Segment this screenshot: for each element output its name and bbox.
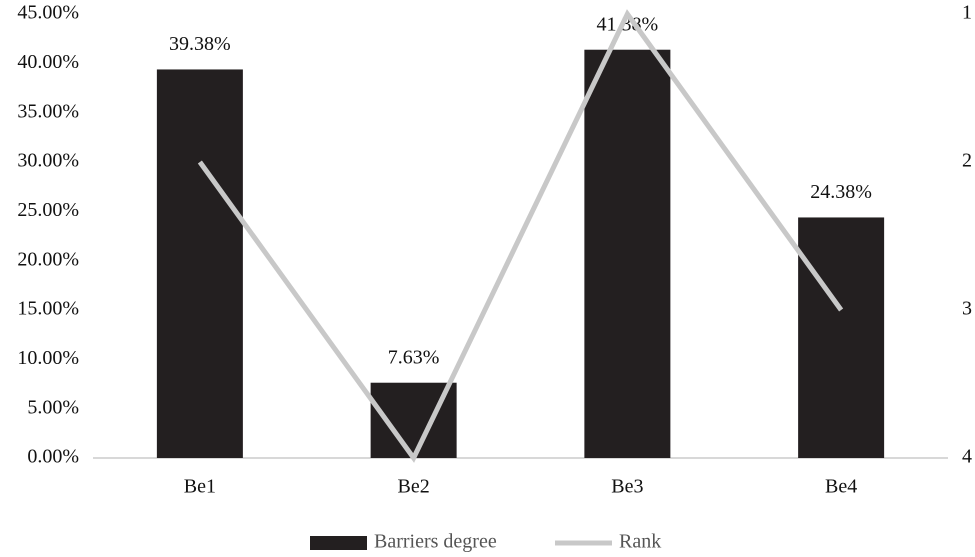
y2-tick-label: 3: [962, 298, 972, 320]
x-tick-label: Be1: [184, 476, 216, 498]
x-tick-label: Be4: [825, 476, 857, 498]
y-tick-label: 5.00%: [27, 396, 79, 418]
value-label: 41.38%: [597, 13, 659, 35]
line: [197, 9, 844, 463]
y-tick-label: 15.00%: [17, 298, 79, 320]
y-tick-label: 35.00%: [17, 100, 79, 122]
x-tick-label: Be2: [398, 476, 430, 498]
y-tick-label: 30.00%: [17, 150, 79, 172]
legend-label: Barriers degree: [374, 531, 497, 553]
bar: [798, 217, 885, 458]
y-tick-label: 0.00%: [27, 446, 79, 468]
value-label: 24.38%: [810, 181, 872, 203]
x-tick-label: Be3: [611, 476, 643, 498]
y-tick-label: 25.00%: [17, 199, 79, 221]
legend-swatch: [310, 536, 367, 550]
legend-label: Rank: [619, 531, 661, 553]
y-tick-label: 45.00%: [17, 2, 79, 24]
y-tick-label: 10.00%: [17, 347, 79, 369]
y-tick-label: 20.00%: [17, 248, 79, 270]
y-tick-label: 40.00%: [17, 51, 79, 73]
value-label: 39.38%: [169, 33, 231, 55]
y2-tick-label: 4: [962, 446, 972, 468]
value-label: 7.63%: [388, 346, 440, 368]
y2-tick-label: 1: [962, 2, 972, 24]
bar: [584, 49, 671, 458]
y2-tick-label: 2: [962, 150, 972, 172]
bar: [156, 69, 243, 458]
